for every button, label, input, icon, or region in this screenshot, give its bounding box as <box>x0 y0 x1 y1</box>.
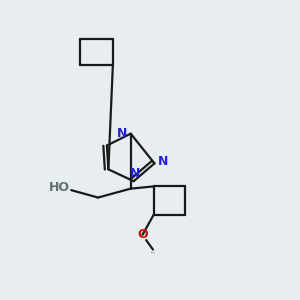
Text: HO: HO <box>49 181 70 194</box>
Text: N: N <box>130 167 140 180</box>
Text: N: N <box>117 127 128 140</box>
Text: methyl: methyl <box>151 252 155 253</box>
Text: N: N <box>158 155 169 168</box>
Text: O: O <box>137 228 148 241</box>
